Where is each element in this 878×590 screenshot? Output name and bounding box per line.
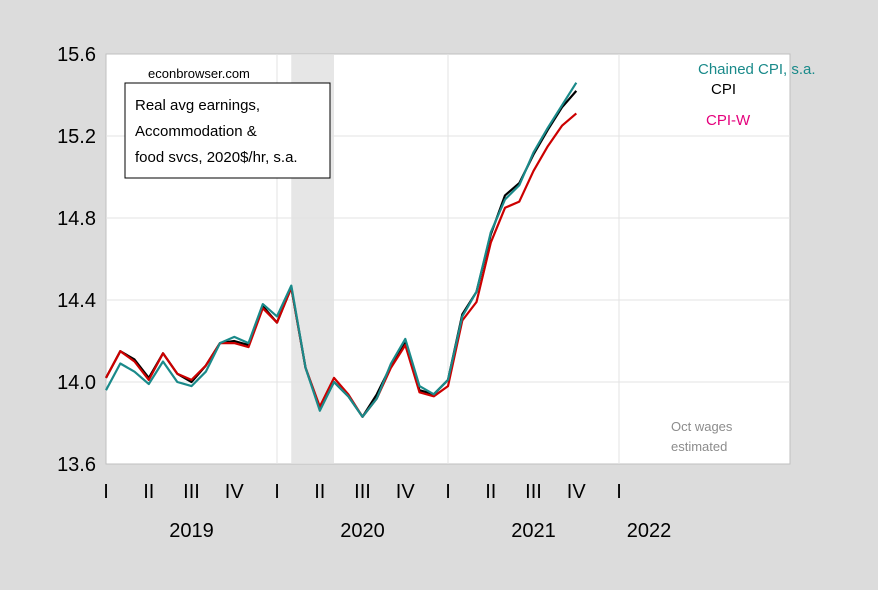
x-quarter-label: II [314, 481, 325, 503]
x-quarter-label: IV [396, 481, 416, 503]
y-tick-label: 15.2 [57, 126, 96, 148]
x-quarter-label: I [274, 481, 280, 503]
x-quarter-label: II [143, 481, 154, 503]
chart-title-line-2: Accommodation & [135, 123, 257, 140]
x-quarter-label: IV [567, 481, 587, 503]
x-quarter-label: I [103, 481, 109, 503]
x-quarter-label: I [616, 481, 622, 503]
series-lines [105, 82, 578, 418]
y-tick-label: 15.6 [57, 44, 96, 66]
y-tick-label: 13.6 [57, 454, 96, 476]
y-tick-label: 14.8 [57, 208, 96, 230]
x-quarter-label: III [525, 481, 542, 503]
y-axis-ticks: 13.6 14.0 14.4 14.8 15.2 15.6 [57, 44, 96, 476]
y-tick-label: 14.0 [57, 372, 96, 394]
series-label-chained-cpi: Chained CPI, s.a. [698, 61, 816, 78]
series-line-cpi-w [105, 112, 578, 418]
source-label: econbrowser.com [148, 66, 250, 81]
x-quarter-label: I [445, 481, 451, 503]
chart-title-line-1: Real avg earnings, [135, 97, 260, 114]
title-box [124, 82, 331, 179]
series-line-chained-cpi-s-a [105, 82, 578, 418]
x-year-label: 2020 [340, 520, 385, 542]
chart-title-line-3: food svcs, 2020$/hr, s.a. [135, 149, 298, 166]
note-line-2: estimated [671, 439, 727, 454]
x-quarter-label: III [354, 481, 371, 503]
y-tick-label: 14.4 [57, 290, 96, 312]
x-quarter-label: III [183, 481, 200, 503]
x-year-label: 2019 [169, 520, 214, 542]
series-label-cpi: CPI [711, 81, 736, 98]
x-year-label: 2021 [511, 520, 556, 542]
x-quarter-label: IV [225, 481, 245, 503]
note-line-1: Oct wages [671, 419, 733, 434]
x-quarter-label: II [485, 481, 496, 503]
x-year-label: 2022 [627, 520, 672, 542]
series-label-cpi-w: CPI-W [706, 112, 751, 129]
gridlines [106, 54, 790, 464]
